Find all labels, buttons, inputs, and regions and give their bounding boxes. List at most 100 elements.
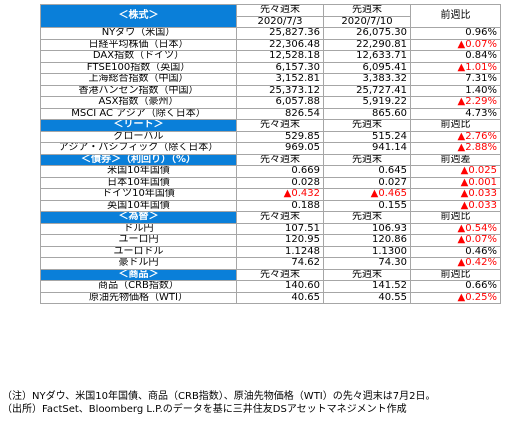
value-prev-prev-week: 969.05 [236,142,324,155]
row-label: 豪ドル円 [40,257,237,270]
row-label: 香港ハンセン指数（中国） [40,84,237,97]
value-change: 0.96% [410,27,501,40]
row-label: ユーロドル [40,245,237,258]
value-prev-prev-week: 22,306.48 [236,38,324,51]
value-change: 7.31% [410,73,501,86]
value-prev-prev-week: 25,827.36 [236,27,324,40]
value-prev-week: 120.86 [323,234,411,247]
value-prev-prev-week: 826.54 [236,107,324,120]
value-prev-week: 0.155 [323,199,411,212]
value-prev-week: 0.645 [323,165,411,178]
row-label: グローバル [40,130,237,143]
row-label: DAX指数（ドイツ） [40,50,237,63]
date-row: 2020/7/3 2020/7/10 [41,15,501,28]
value-change: 0.84% [410,50,501,63]
col-header-change: 前週比 [410,4,501,28]
footnote-source: （出所）FactSet、Bloomberg L.P.のデータを基に三井住友DSア… [2,404,407,415]
row-label: 米国10年国債 [40,165,237,178]
table-row: MSCI AC アジア（除く日本） 826.54 865.60 4.73% [40,107,501,120]
row-label: ドイツ10年国債 [40,188,237,201]
date-prev-week: 2020/7/10 [323,15,411,28]
value-change: 4.73% [410,107,501,120]
value-change: ▲2.88% [410,142,501,155]
table-row: 原油先物価格（WTI） 40.65 40.55 ▲0.25% [40,291,501,304]
table-row: ドル円 107.51 106.93 ▲0.54% [40,222,501,235]
value-change: 0.46% [410,245,501,258]
row-label: MSCI AC アジア（除く日本） [40,107,237,120]
table-row: DAX指数（ドイツ） 12,528.18 12,633.71 0.84% [40,50,501,63]
section-title: ＜為替＞ [40,211,237,224]
value-prev-week: 106.93 [323,222,411,235]
value-prev-week: 0.027 [323,176,411,189]
row-label: ASX指数（豪州） [40,96,237,109]
section-title: ＜債券＞（利回り）（%） [40,153,237,166]
table-row: 英国10年国債 0.188 0.155 ▲0.033 [40,199,501,212]
table-row: NYダウ（米国） 25,827.36 26,075.30 0.96% [40,27,501,40]
value-prev-prev-week: 12,528.18 [236,50,324,63]
col-header-prev-prev-week: 先々週末 [236,211,324,224]
value-change: ▲0.033 [410,188,501,201]
col-header-prev-prev-week: 先々週末 [236,153,324,166]
value-prev-prev-week: 74.62 [236,257,324,270]
table-row: 豪ドル円 74.62 74.30 ▲0.42% [40,257,501,270]
value-change: ▲0.001 [410,176,501,189]
col-header-prev-prev-week: 先々週末 [236,119,324,132]
value-prev-prev-week: 529.85 [236,130,324,143]
table-row: ドイツ10年国債 ▲0.432 ▲0.465 ▲0.033 [40,188,501,201]
table-row: 米国10年国債 0.669 0.645 ▲0.025 [40,165,501,178]
row-label: 日本10年国債 [40,176,237,189]
value-prev-prev-week: 6,157.30 [236,61,324,74]
col-header-prev-week: 先週末 [323,268,411,281]
value-prev-week: 6,095.41 [323,61,411,74]
market-table-body: ＜株式＞ 先々週末 先週末 前週比 2020/7/3 2020/7/10 NYダウ（米国） 2… [40,4,501,304]
section-header-row: ＜商品＞ 先々週末 先週末 前週比 [40,268,501,281]
value-change: ▲0.033 [410,199,501,212]
value-change: ▲0.07% [410,234,501,247]
row-label: NYダウ（米国） [40,27,237,40]
value-prev-week: 26,075.30 [323,27,411,40]
date-prev-prev-week: 2020/7/3 [236,15,324,28]
value-prev-week: 74.30 [323,257,411,270]
value-prev-week: 40.55 [323,291,411,304]
value-prev-week: 141.52 [323,280,411,293]
value-prev-prev-week: 40.65 [236,291,324,304]
section-title: ＜商品＞ [40,268,237,281]
footnotes: （注）NYダウ、米国10年国債、商品（CRB指数）、原油先物価格（WTI）の先々… [2,390,508,416]
section-title: ＜株式＞ [40,4,237,28]
value-prev-prev-week: 0.669 [236,165,324,178]
value-change: ▲0.25% [410,291,501,304]
table-row: FTSE100指数（英国） 6,157.30 6,095.41 ▲1.01% [40,61,501,74]
table-row: 日経平均株価（日本） 22,306.48 22,290.81 ▲0.07% [40,38,501,51]
value-change: ▲2.29% [410,96,501,109]
value-prev-week: 12,633.71 [323,50,411,63]
value-prev-week: 1.1300 [323,245,411,258]
value-prev-week: 515.24 [323,130,411,143]
section-header-row: ＜為替＞ 先々週末 先週末 前週比 [40,211,501,224]
table-row: 香港ハンセン指数（中国） 25,373.12 25,727.41 1.40% [40,84,501,97]
row-label: 日経平均株価（日本） [40,38,237,51]
value-prev-prev-week: ▲0.432 [236,188,324,201]
section-title: ＜リート＞ [40,119,237,132]
value-prev-prev-week: 0.028 [236,176,324,189]
value-prev-week: ▲0.465 [323,188,411,201]
table-row: 日本10年国債 0.028 0.027 ▲0.001 [40,176,501,189]
value-prev-week: 5,919.22 [323,96,411,109]
row-label: 英国10年国債 [40,199,237,212]
col-header-prev-prev-week: 先々週末 [236,4,324,17]
value-change: ▲0.07% [410,38,501,51]
value-prev-prev-week: 140.60 [236,280,324,293]
row-label: 原油先物価格（WTI） [40,291,237,304]
value-prev-prev-week: 1.1248 [236,245,324,258]
market-summary-table: ＜株式＞ 先々週末 先週末 前週比 2020/7/3 2020/7/10 NYダウ（米国） 2… [40,4,501,304]
row-label: FTSE100指数（英国） [40,61,237,74]
value-prev-week: 865.60 [323,107,411,120]
col-header-change: 前週比 [410,268,501,281]
row-label: アジア・パシフィック（除く日本） [40,142,237,155]
value-prev-prev-week: 0.188 [236,199,324,212]
col-header-prev-week: 先週末 [323,211,411,224]
row-label: ドル円 [40,222,237,235]
value-change: 1.40% [410,84,501,97]
value-prev-week: 25,727.41 [323,84,411,97]
section-header-row: ＜債券＞（利回り）（%） 先々週末 先週末 前週差 [40,153,501,166]
col-header-prev-prev-week: 先々週末 [236,268,324,281]
